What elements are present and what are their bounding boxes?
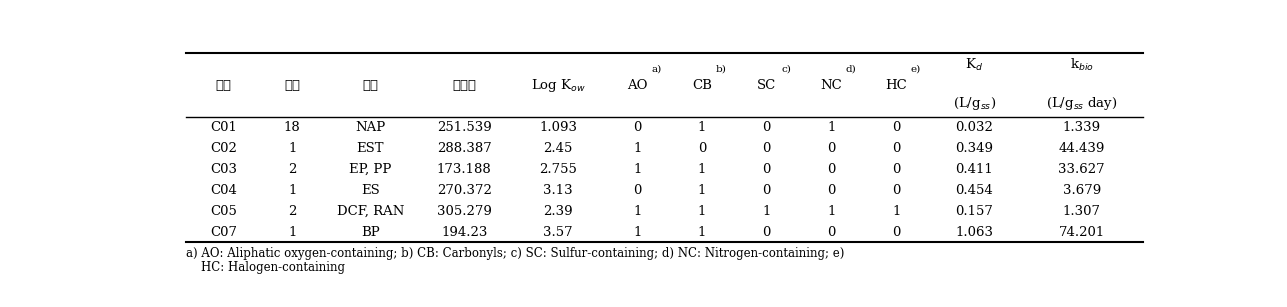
Text: 1: 1 bbox=[698, 184, 707, 197]
Text: C03: C03 bbox=[210, 163, 237, 176]
Text: 74.201: 74.201 bbox=[1059, 226, 1106, 239]
Text: b): b) bbox=[716, 64, 727, 73]
Text: 1.339: 1.339 bbox=[1063, 121, 1100, 134]
Text: 1: 1 bbox=[698, 121, 707, 134]
Text: 0: 0 bbox=[828, 226, 835, 239]
Text: 1: 1 bbox=[633, 226, 642, 239]
Text: NAP: NAP bbox=[355, 121, 386, 134]
Text: 군집: 군집 bbox=[215, 79, 232, 92]
Text: 251.539: 251.539 bbox=[436, 121, 492, 134]
Text: 3.13: 3.13 bbox=[543, 184, 573, 197]
Text: 1: 1 bbox=[288, 142, 296, 155]
Text: 0: 0 bbox=[828, 163, 835, 176]
Text: (L/g$_{ss}$): (L/g$_{ss}$) bbox=[952, 95, 996, 112]
Text: 1: 1 bbox=[288, 226, 296, 239]
Text: 1: 1 bbox=[892, 205, 901, 218]
Text: K$_d$: K$_d$ bbox=[965, 56, 983, 73]
Text: Log K$_{ow}$: Log K$_{ow}$ bbox=[530, 77, 586, 94]
Text: a): a) bbox=[651, 64, 662, 73]
Text: 0: 0 bbox=[828, 184, 835, 197]
Text: 18: 18 bbox=[284, 121, 301, 134]
Text: 2: 2 bbox=[288, 205, 296, 218]
Text: 0: 0 bbox=[633, 121, 642, 134]
Text: 마커: 마커 bbox=[363, 79, 378, 92]
Text: SC: SC bbox=[757, 79, 776, 92]
Text: k$_{bio}$: k$_{bio}$ bbox=[1069, 56, 1094, 73]
Text: 0: 0 bbox=[698, 142, 707, 155]
Text: c): c) bbox=[781, 64, 792, 73]
Text: 1: 1 bbox=[698, 205, 707, 218]
Text: 0: 0 bbox=[763, 121, 771, 134]
Text: 0: 0 bbox=[763, 184, 771, 197]
Text: 194.23: 194.23 bbox=[441, 226, 488, 239]
Text: 1: 1 bbox=[633, 205, 642, 218]
Text: a) AO: Aliphatic oxygen-containing; b) CB: Carbonyls; c) SC: Sulfur-containing; : a) AO: Aliphatic oxygen-containing; b) C… bbox=[185, 247, 844, 260]
Text: d): d) bbox=[846, 64, 856, 73]
Text: 1: 1 bbox=[828, 205, 835, 218]
Text: 3.679: 3.679 bbox=[1063, 184, 1100, 197]
Text: 개수: 개수 bbox=[284, 79, 300, 92]
Text: 2.39: 2.39 bbox=[543, 205, 573, 218]
Text: 1: 1 bbox=[288, 184, 296, 197]
Text: EP, PP: EP, PP bbox=[349, 163, 391, 176]
Text: 3.57: 3.57 bbox=[543, 226, 573, 239]
Text: 0: 0 bbox=[892, 184, 901, 197]
Text: 270.372: 270.372 bbox=[436, 184, 492, 197]
Text: 44.439: 44.439 bbox=[1059, 142, 1106, 155]
Text: 0.454: 0.454 bbox=[955, 184, 994, 197]
Text: NC: NC bbox=[821, 79, 842, 92]
Text: BP: BP bbox=[362, 226, 380, 239]
Text: 0: 0 bbox=[892, 226, 901, 239]
Text: 0: 0 bbox=[633, 184, 642, 197]
Text: C07: C07 bbox=[210, 226, 237, 239]
Text: 1.063: 1.063 bbox=[955, 226, 994, 239]
Text: 1: 1 bbox=[828, 121, 835, 134]
Text: 분자량: 분자량 bbox=[452, 79, 476, 92]
Text: 1: 1 bbox=[698, 163, 707, 176]
Text: 0.349: 0.349 bbox=[955, 142, 994, 155]
Text: 0.032: 0.032 bbox=[955, 121, 994, 134]
Text: 288.387: 288.387 bbox=[436, 142, 492, 155]
Text: 0: 0 bbox=[763, 163, 771, 176]
Text: EST: EST bbox=[356, 142, 385, 155]
Text: ES: ES bbox=[362, 184, 380, 197]
Text: 0.157: 0.157 bbox=[955, 205, 994, 218]
Text: 1: 1 bbox=[633, 163, 642, 176]
Text: 305.279: 305.279 bbox=[436, 205, 492, 218]
Text: 1.307: 1.307 bbox=[1063, 205, 1100, 218]
Text: 2: 2 bbox=[288, 163, 296, 176]
Text: 1: 1 bbox=[633, 142, 642, 155]
Text: 173.188: 173.188 bbox=[436, 163, 492, 176]
Text: AO: AO bbox=[627, 79, 647, 92]
Text: e): e) bbox=[910, 64, 920, 73]
Text: CB: CB bbox=[692, 79, 712, 92]
Text: C04: C04 bbox=[210, 184, 237, 197]
Text: 33.627: 33.627 bbox=[1058, 163, 1106, 176]
Text: HC: Halogen-containing: HC: Halogen-containing bbox=[201, 261, 345, 274]
Text: 2.45: 2.45 bbox=[543, 142, 573, 155]
Text: 0: 0 bbox=[892, 142, 901, 155]
Text: HC: HC bbox=[885, 79, 907, 92]
Text: 0: 0 bbox=[828, 142, 835, 155]
Text: 1: 1 bbox=[698, 226, 707, 239]
Text: 0: 0 bbox=[892, 163, 901, 176]
Text: 1: 1 bbox=[763, 205, 771, 218]
Text: 0: 0 bbox=[763, 142, 771, 155]
Text: 0: 0 bbox=[763, 226, 771, 239]
Text: C02: C02 bbox=[210, 142, 237, 155]
Text: C01: C01 bbox=[210, 121, 237, 134]
Text: 1.093: 1.093 bbox=[539, 121, 577, 134]
Text: C05: C05 bbox=[210, 205, 237, 218]
Text: 2.755: 2.755 bbox=[539, 163, 577, 176]
Text: 0.411: 0.411 bbox=[955, 163, 994, 176]
Text: (L/g$_{ss}$ day): (L/g$_{ss}$ day) bbox=[1046, 95, 1117, 112]
Text: DCF, RAN: DCF, RAN bbox=[337, 205, 404, 218]
Text: 0: 0 bbox=[892, 121, 901, 134]
